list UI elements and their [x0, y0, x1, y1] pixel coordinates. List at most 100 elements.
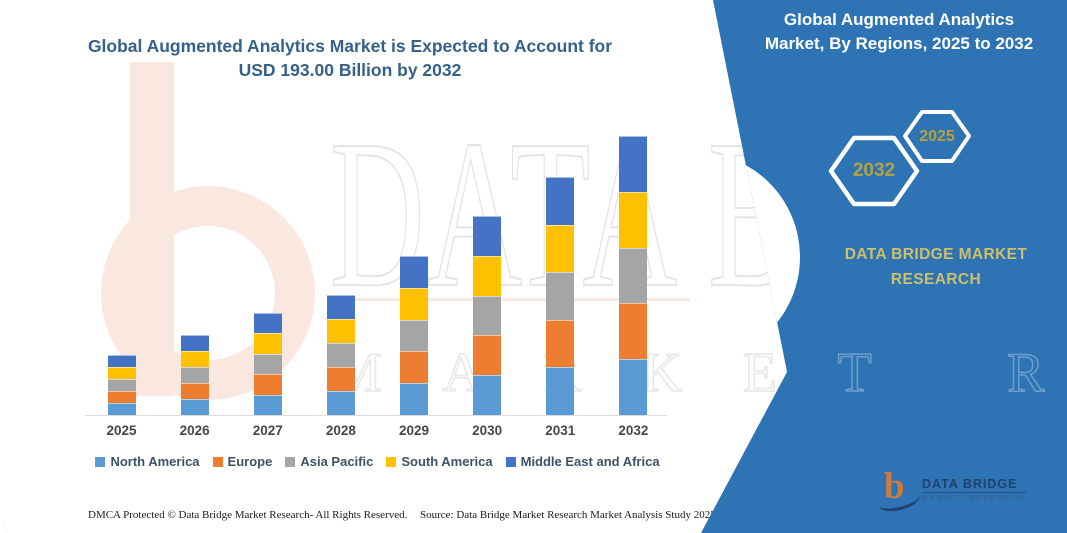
- stacked-bar-2032: [619, 136, 648, 415]
- bar-segment-2032-europe: [619, 303, 648, 360]
- hexagon-large-label: 2032: [852, 160, 896, 181]
- bar-segment-2031-middle-east-and-africa: [546, 177, 575, 225]
- chart-title-line1: Global Augmented Analytics Market is Exp…: [87, 36, 613, 56]
- bar-segment-2032-north-america: [619, 359, 648, 415]
- footer-copyright-text: DMCA Protected © Data Bridge Market Rese…: [88, 509, 408, 521]
- bar-segment-2032-south-america: [619, 191, 648, 248]
- x-axis-label-2027: 2027: [252, 423, 283, 438]
- bar-segment-2032-asia-pacific: [619, 247, 648, 304]
- legend-swatch-icon: [386, 456, 397, 467]
- panel-heading-line1: Global Augmented Analytics: [783, 10, 1015, 29]
- logo-text: DATA BRIDGE MARKET RESEARCH: [922, 477, 1026, 502]
- legend-item-asia-pacific: Asia Pacific: [285, 454, 373, 469]
- hexagon-badge-2025: 2025: [902, 108, 972, 165]
- bar-column-2030: [451, 120, 524, 415]
- legend-label: South America: [401, 454, 493, 469]
- bar-segment-2027-south-america: [253, 333, 282, 354]
- x-axis-label-2030: 2030: [472, 423, 503, 438]
- panel-heading: Global Augmented Analytics Market, By Re…: [749, 8, 1049, 56]
- panel-heading-line2: Market, By Regions, 2025 to 2032: [764, 34, 1034, 53]
- bar-segment-2029-south-america: [400, 287, 429, 320]
- x-axis-label-2029: 2029: [399, 423, 430, 438]
- bar-segment-2026-europe: [180, 383, 209, 399]
- bar-segment-2028-south-america: [326, 318, 355, 343]
- legend-swatch-icon: [95, 456, 106, 467]
- hexagon-small-label: 2025: [919, 127, 955, 145]
- bar-segment-2026-asia-pacific: [180, 367, 209, 383]
- bar-segment-2029-north-america: [400, 383, 429, 415]
- bar-segment-2027-europe: [253, 374, 282, 395]
- stacked-bar-2031: [546, 177, 575, 415]
- bar-segment-2025-europe: [107, 391, 136, 403]
- legend-label: North America: [110, 454, 200, 469]
- legend-item-north-america: North America: [95, 454, 200, 469]
- logo-subtitle-text: MARKET RESEARCH: [922, 494, 1026, 502]
- hexagon-badge-2032: 2032: [828, 134, 920, 208]
- logo-b-icon: b: [876, 466, 922, 515]
- logo-title-text: DATA BRIDGE: [922, 477, 1026, 493]
- bar-segment-2027-middle-east-and-africa: [253, 313, 282, 334]
- legend-swatch-icon: [285, 456, 296, 467]
- bar-segment-2025-north-america: [107, 403, 136, 415]
- bar-column-2029: [378, 120, 451, 415]
- bar-segment-2025-south-america: [107, 367, 136, 379]
- bar-segment-2028-asia-pacific: [326, 342, 355, 367]
- brand-name-line2: RESEARCH: [890, 271, 982, 288]
- bar-segment-2028-middle-east-and-africa: [326, 294, 355, 319]
- legend-label: Asia Pacific: [300, 454, 374, 469]
- legend-label: Europe: [227, 454, 273, 469]
- bar-segment-2025-asia-pacific: [107, 379, 136, 391]
- x-axis-labels: 2025 2026 2027 2028 2029 2030 2031 2032: [85, 423, 670, 438]
- bar-segment-2030-middle-east-and-africa: [473, 216, 502, 256]
- bar-column-2032: [597, 120, 670, 415]
- bar-segment-2030-north-america: [473, 375, 502, 415]
- bar-segment-2026-south-america: [180, 351, 209, 367]
- bar-segment-2028-europe: [326, 366, 355, 391]
- bar-column-2027: [231, 120, 304, 415]
- bar-segment-2031-europe: [546, 319, 575, 368]
- logo-b-glyph: b: [884, 466, 905, 507]
- bar-segment-2030-europe: [473, 335, 502, 376]
- chart-title-line2: USD 193.00 Billion by 2032: [238, 60, 462, 80]
- legend-swatch-icon: [212, 456, 223, 467]
- databridge-logo: b DATA BRIDGE MARKET RESEARCH: [876, 466, 1052, 515]
- x-axis-line: [85, 415, 667, 416]
- stacked-bar-2027: [253, 313, 282, 415]
- stacked-bar-2030: [473, 216, 502, 415]
- bar-segment-2031-south-america: [546, 224, 575, 273]
- x-axis-label-2028: 2028: [325, 423, 356, 438]
- brand-name-line1: DATA BRIDGE MARKET: [844, 246, 1028, 263]
- bar-segment-2031-asia-pacific: [546, 272, 575, 320]
- hexagon-outline-icon: [903, 110, 971, 163]
- bar-segment-2027-asia-pacific: [253, 353, 282, 375]
- stacked-bar-2028: [326, 294, 355, 415]
- x-axis-label-2031: 2031: [545, 423, 576, 438]
- x-axis-label-2025: 2025: [106, 423, 137, 438]
- x-axis-label-2026: 2026: [179, 423, 210, 438]
- legend-item-middle-east-and-africa: Middle East and Africa: [505, 454, 660, 469]
- x-axis-label-2032: 2032: [618, 423, 649, 438]
- stacked-bar-2025: [107, 355, 136, 415]
- legend-item-europe: Europe: [212, 454, 273, 469]
- bar-segment-2025-middle-east-and-africa: [107, 355, 136, 367]
- stacked-bar-2029: [400, 256, 429, 415]
- bar-segment-2029-middle-east-and-africa: [400, 256, 429, 288]
- bar-column-2028: [304, 120, 377, 415]
- bar-segment-2031-north-america: [546, 367, 575, 415]
- stacked-bar-2026: [180, 335, 209, 415]
- legend-swatch-icon: [505, 456, 516, 467]
- chart-legend: North America Europe Asia Pacific South Ame…: [85, 454, 670, 469]
- footer-source-text: Source: Data Bridge Market Research Mark…: [420, 509, 716, 521]
- legend-item-south-america: South America: [386, 454, 493, 469]
- bar-segment-2029-europe: [400, 351, 429, 384]
- bar-column-2031: [524, 120, 597, 415]
- bar-chart-plot-area: [85, 120, 670, 415]
- bar-segment-2030-south-america: [473, 255, 502, 296]
- chart-title: Global Augmented Analytics Market is Exp…: [55, 34, 645, 82]
- bar-column-2025: [85, 120, 158, 415]
- legend-label: Middle East and Africa: [520, 454, 660, 469]
- bar-segment-2026-middle-east-and-africa: [180, 335, 209, 351]
- bar-segment-2028-north-america: [326, 390, 355, 415]
- bar-segment-2030-asia-pacific: [473, 295, 502, 336]
